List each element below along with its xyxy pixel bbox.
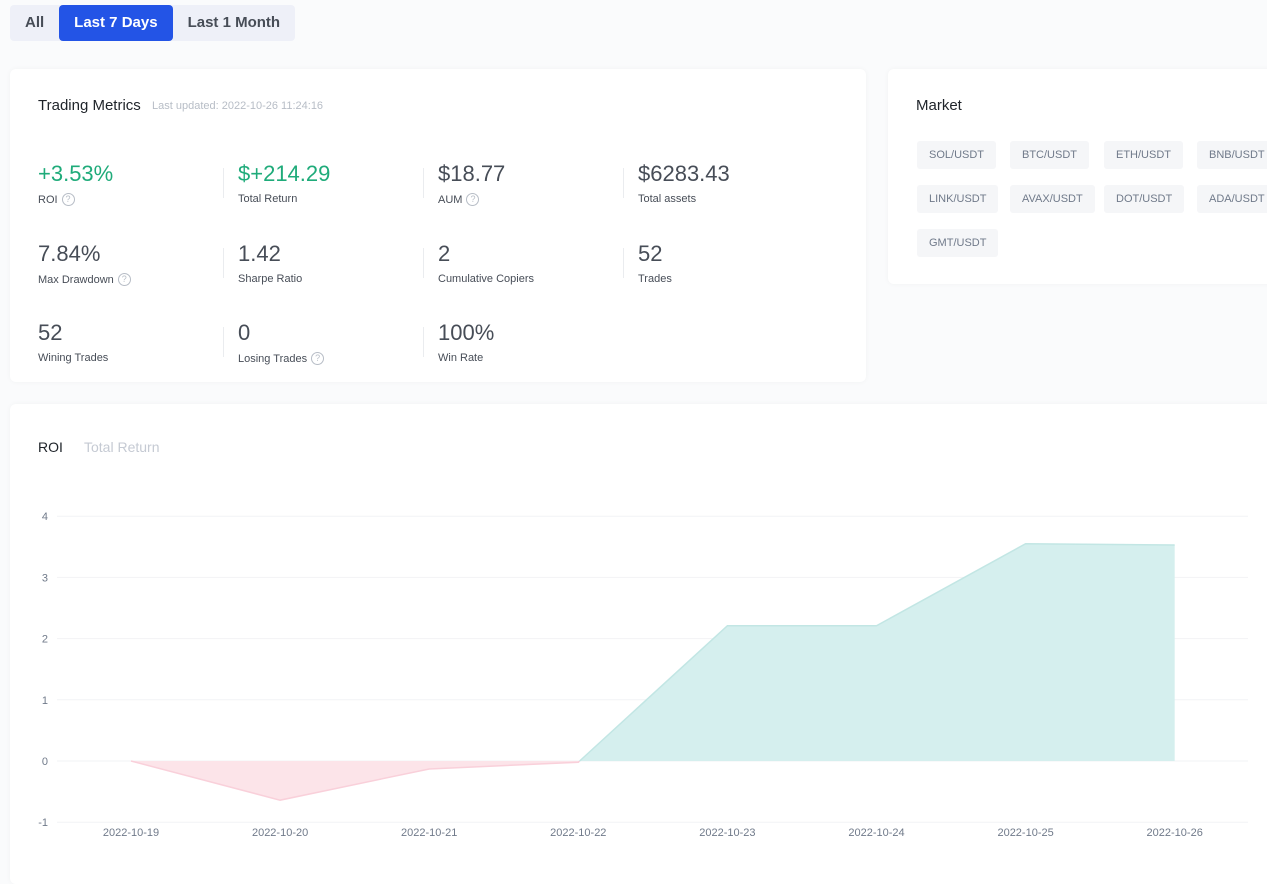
metric-label-row: Win Rate bbox=[438, 352, 638, 364]
market-pair-tag[interactable]: BNB/USDT bbox=[1197, 141, 1267, 169]
divider bbox=[223, 248, 224, 278]
market-pair-tag[interactable]: GMT/USDT bbox=[917, 229, 998, 257]
market-pair-tag[interactable]: DOT/USDT bbox=[1104, 185, 1184, 213]
metric-aum: $18.77 AUM? bbox=[438, 161, 638, 206]
metric-sharpe-ratio: 1.42 Sharpe Ratio bbox=[238, 241, 438, 285]
metric-value: $+214.29 bbox=[238, 161, 438, 189]
divider bbox=[223, 327, 224, 357]
metric-label: Total Return bbox=[238, 193, 297, 205]
help-icon[interactable]: ? bbox=[62, 193, 75, 206]
y-tick-label: 2 bbox=[42, 634, 48, 646]
metric-value: +3.53% bbox=[38, 161, 238, 189]
metric-label: Trades bbox=[638, 273, 672, 285]
metric-value: $6283.43 bbox=[638, 161, 838, 189]
metric-label: AUM bbox=[438, 194, 462, 206]
metric-value: 52 bbox=[38, 320, 238, 348]
metric-label-row: Cumulative Copiers bbox=[438, 273, 638, 285]
market-pair-tag[interactable]: LINK/USDT bbox=[917, 185, 998, 213]
y-tick-label: 3 bbox=[42, 572, 48, 584]
divider bbox=[623, 248, 624, 278]
market-pair-tag[interactable]: SOL/USDT bbox=[917, 141, 996, 169]
y-tick-label: -1 bbox=[38, 817, 48, 829]
x-tick-label: 2022-10-23 bbox=[699, 827, 755, 839]
x-tick-label: 2022-10-24 bbox=[848, 827, 904, 839]
metric-label: Total assets bbox=[638, 193, 696, 205]
market-card: Market SOL/USDT BTC/USDT ETH/USDT BNB/USDT L… bbox=[888, 69, 1267, 284]
negative-roi-area bbox=[131, 761, 580, 800]
x-tick-label: 2022-10-21 bbox=[401, 827, 457, 839]
metric-label-row: Trades bbox=[638, 273, 838, 285]
metric-value: 0 bbox=[238, 320, 438, 348]
help-icon[interactable]: ? bbox=[466, 193, 479, 206]
last-updated: Last updated: 2022-10-26 11:24:16 bbox=[152, 100, 323, 112]
divider bbox=[623, 168, 624, 198]
metric-label: ROI bbox=[38, 194, 58, 206]
help-icon[interactable]: ? bbox=[118, 273, 131, 286]
help-icon[interactable]: ? bbox=[311, 352, 324, 365]
metric-label: Sharpe Ratio bbox=[238, 273, 302, 285]
divider bbox=[223, 168, 224, 198]
metric-losing-trades: 0 Losing Trades? bbox=[238, 320, 438, 365]
metric-label-row: AUM? bbox=[438, 193, 638, 206]
x-tick-label: 2022-10-20 bbox=[252, 827, 308, 839]
y-tick-label: 4 bbox=[42, 511, 48, 523]
range-tab-last-1-month[interactable]: Last 1 Month bbox=[173, 5, 296, 41]
market-pair-tag[interactable]: AVAX/USDT bbox=[1010, 185, 1095, 213]
y-tick-label: 1 bbox=[42, 695, 48, 707]
divider bbox=[423, 248, 424, 278]
positive-roi-area bbox=[580, 544, 1175, 761]
metric-label-row: Max Drawdown? bbox=[38, 273, 238, 286]
metric-label-row: ROI? bbox=[38, 193, 238, 206]
market-pair-tag[interactable]: ETH/USDT bbox=[1104, 141, 1183, 169]
metric-value: 7.84% bbox=[38, 241, 238, 269]
metric-label: Max Drawdown bbox=[38, 274, 114, 286]
metric-roi: +3.53% ROI? bbox=[38, 161, 238, 206]
metric-value: 52 bbox=[638, 241, 838, 269]
metric-win-rate: 100% Win Rate bbox=[438, 320, 638, 364]
metric-total-return: $+214.29 Total Return bbox=[238, 161, 438, 205]
market-pair-tag[interactable]: BTC/USDT bbox=[1010, 141, 1089, 169]
x-tick-label: 2022-10-25 bbox=[997, 827, 1053, 839]
metric-trades: 52 Trades bbox=[638, 241, 838, 285]
metric-label-row: Sharpe Ratio bbox=[238, 273, 438, 285]
trading-metrics-card: Trading Metrics Last updated: 2022-10-26… bbox=[10, 69, 866, 382]
metric-label-row: Total assets bbox=[638, 193, 838, 205]
metric-value: $18.77 bbox=[438, 161, 638, 189]
card-title: Market bbox=[916, 97, 962, 114]
divider bbox=[423, 168, 424, 198]
metric-cumulative-copiers: 2 Cumulative Copiers bbox=[438, 241, 638, 285]
metric-label-row: Losing Trades? bbox=[238, 352, 438, 365]
card-title: Trading Metrics bbox=[38, 97, 141, 114]
market-pair-tag[interactable]: ADA/USDT bbox=[1197, 185, 1267, 213]
metric-wining-trades: 52 Wining Trades bbox=[38, 320, 238, 364]
x-tick-label: 2022-10-26 bbox=[1147, 827, 1203, 839]
metric-value: 100% bbox=[438, 320, 638, 348]
divider bbox=[423, 327, 424, 357]
metric-total-assets: $6283.43 Total assets bbox=[638, 161, 838, 205]
metric-value: 1.42 bbox=[238, 241, 438, 269]
metric-label: Win Rate bbox=[438, 352, 483, 364]
metric-label-row: Total Return bbox=[238, 193, 438, 205]
range-tab-last-7-days[interactable]: Last 7 Days bbox=[59, 5, 172, 41]
roi-chart: -1 0 1 2 3 4 2022-10-19 2022-10-20 2022-10-21 202… bbox=[10, 404, 1267, 874]
metric-max-drawdown: 7.84% Max Drawdown? bbox=[38, 241, 238, 286]
x-tick-label: 2022-10-22 bbox=[550, 827, 606, 839]
range-tab-all[interactable]: All bbox=[10, 5, 59, 41]
y-tick-label: 0 bbox=[42, 756, 48, 768]
metric-value: 2 bbox=[438, 241, 638, 269]
metric-label-row: Wining Trades bbox=[38, 352, 238, 364]
x-tick-label: 2022-10-19 bbox=[103, 827, 159, 839]
metric-label: Losing Trades bbox=[238, 353, 307, 365]
metric-label: Cumulative Copiers bbox=[438, 273, 534, 285]
metric-label: Wining Trades bbox=[38, 352, 108, 364]
